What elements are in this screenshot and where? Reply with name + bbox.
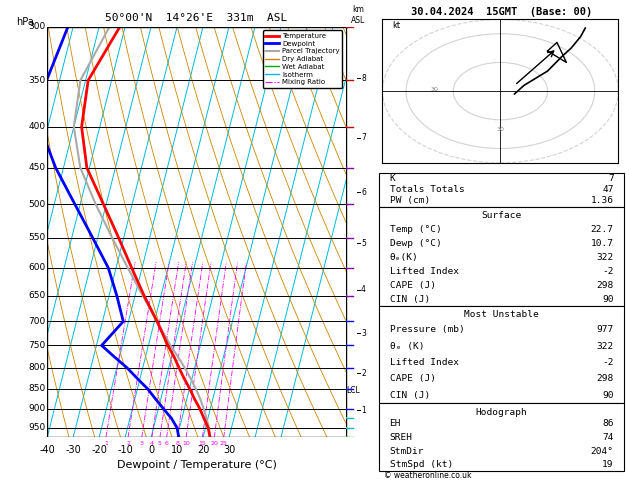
Text: hPa: hPa: [16, 17, 34, 27]
Text: -2: -2: [602, 267, 614, 276]
Text: EH: EH: [389, 419, 401, 428]
Text: 900: 900: [28, 404, 46, 414]
Text: 550: 550: [28, 233, 46, 242]
Text: 1.36: 1.36: [591, 196, 614, 206]
Text: 25: 25: [220, 441, 228, 446]
Text: 19: 19: [602, 460, 614, 469]
Text: 2: 2: [126, 441, 130, 446]
Text: 650: 650: [28, 291, 46, 300]
Bar: [379, 173, 624, 207]
Text: CIN (J): CIN (J): [389, 391, 430, 399]
Text: K: K: [389, 174, 395, 183]
Text: kt: kt: [392, 21, 400, 30]
Text: 22.7: 22.7: [591, 225, 614, 234]
Text: 20: 20: [210, 441, 218, 446]
Text: 8: 8: [361, 74, 366, 83]
Text: 750: 750: [28, 341, 46, 350]
Text: SREH: SREH: [389, 433, 413, 442]
Text: -10: -10: [117, 445, 133, 455]
Text: 3: 3: [140, 441, 144, 446]
Text: PW (cm): PW (cm): [389, 196, 430, 206]
Text: 8: 8: [175, 441, 179, 446]
Text: 90: 90: [602, 295, 614, 304]
Text: 800: 800: [28, 364, 46, 372]
Text: Totals Totals: Totals Totals: [389, 185, 464, 194]
Text: -40: -40: [39, 445, 55, 455]
Text: 6: 6: [165, 441, 169, 446]
Text: 50°00'N  14°26'E  331m  ASL: 50°00'N 14°26'E 331m ASL: [106, 14, 287, 23]
Text: 10.7: 10.7: [591, 239, 614, 248]
Text: 1: 1: [361, 405, 366, 415]
Text: 86: 86: [602, 419, 614, 428]
Text: 1: 1: [104, 441, 108, 446]
Text: CAPE (J): CAPE (J): [389, 374, 435, 383]
Text: km
ASL: km ASL: [352, 5, 365, 25]
Text: 47: 47: [602, 185, 614, 194]
Bar: [379, 403, 624, 471]
Text: 400: 400: [28, 122, 46, 131]
Text: Lifted Index: Lifted Index: [389, 267, 459, 276]
Text: StmSpd (kt): StmSpd (kt): [389, 460, 453, 469]
Text: 322: 322: [596, 342, 614, 351]
Text: 5: 5: [361, 239, 366, 248]
Text: 950: 950: [28, 423, 46, 432]
Text: 850: 850: [28, 384, 46, 394]
Text: 74: 74: [602, 433, 614, 442]
Text: 30: 30: [223, 445, 235, 455]
Text: 450: 450: [28, 163, 46, 172]
Text: 7: 7: [608, 174, 614, 183]
Text: StmDir: StmDir: [389, 447, 424, 455]
Text: -30: -30: [65, 445, 81, 455]
Text: 300: 300: [28, 22, 46, 31]
Text: 4: 4: [150, 441, 154, 446]
Text: θₑ (K): θₑ (K): [389, 342, 424, 351]
Text: 298: 298: [596, 280, 614, 290]
Text: Pressure (mb): Pressure (mb): [389, 326, 464, 334]
Text: 4: 4: [361, 285, 366, 294]
Text: 977: 977: [596, 326, 614, 334]
Text: 90: 90: [602, 391, 614, 399]
Text: 20: 20: [197, 445, 209, 455]
Text: 204°: 204°: [591, 447, 614, 455]
Text: 30: 30: [430, 87, 438, 92]
Text: 7: 7: [361, 134, 366, 142]
Text: Temp (°C): Temp (°C): [389, 225, 442, 234]
Text: -2: -2: [602, 358, 614, 367]
Text: 322: 322: [596, 253, 614, 261]
Text: CIN (J): CIN (J): [389, 295, 430, 304]
Text: 30.04.2024  15GMT  (Base: 00): 30.04.2024 15GMT (Base: 00): [411, 7, 593, 17]
Text: 298: 298: [596, 374, 614, 383]
Text: 15: 15: [199, 441, 206, 446]
Text: Dewpoint / Temperature (°C): Dewpoint / Temperature (°C): [116, 460, 277, 470]
Text: 6: 6: [361, 188, 366, 197]
Legend: Temperature, Dewpoint, Parcel Trajectory, Dry Adiabat, Wet Adiabat, Isotherm, Mi: Temperature, Dewpoint, Parcel Trajectory…: [263, 30, 342, 88]
Text: 350: 350: [28, 76, 46, 85]
Text: Hodograph: Hodograph: [476, 408, 528, 417]
Bar: [379, 207, 624, 306]
Text: 10: 10: [171, 445, 183, 455]
Text: © weatheronline.co.uk: © weatheronline.co.uk: [384, 471, 472, 480]
Text: 2: 2: [361, 368, 366, 378]
Text: Dewp (°C): Dewp (°C): [389, 239, 442, 248]
Text: 700: 700: [28, 317, 46, 326]
Text: Lifted Index: Lifted Index: [389, 358, 459, 367]
Text: 0: 0: [148, 445, 154, 455]
Text: CAPE (J): CAPE (J): [389, 280, 435, 290]
Text: 10: 10: [182, 441, 190, 446]
Text: 3: 3: [361, 329, 366, 338]
Text: 5: 5: [158, 441, 162, 446]
Text: 30: 30: [496, 127, 504, 132]
Text: Most Unstable: Most Unstable: [464, 311, 539, 319]
Text: -20: -20: [91, 445, 107, 455]
Text: Surface: Surface: [482, 211, 521, 220]
Text: 600: 600: [28, 263, 46, 272]
Bar: [379, 306, 624, 403]
Text: θₑ(K): θₑ(K): [389, 253, 418, 261]
Text: LCL: LCL: [347, 386, 360, 395]
Text: 500: 500: [28, 200, 46, 209]
